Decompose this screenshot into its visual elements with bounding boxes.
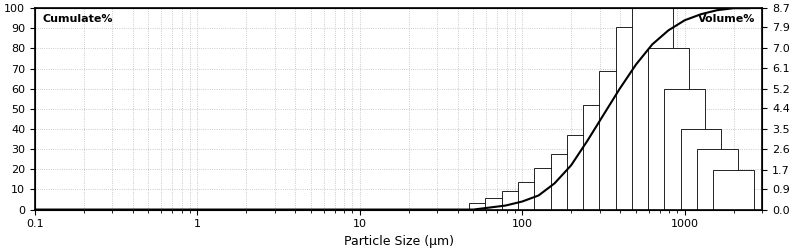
Bar	[583, 105, 624, 210]
Bar	[599, 71, 640, 210]
Bar	[567, 136, 607, 210]
Bar	[518, 182, 559, 210]
Text: Volume%: Volume%	[698, 14, 755, 24]
Bar	[615, 27, 657, 210]
Bar	[485, 198, 526, 210]
Bar	[502, 191, 542, 210]
Bar	[632, 8, 673, 210]
Bar	[665, 89, 705, 210]
Text: Cumulate%: Cumulate%	[42, 14, 113, 24]
X-axis label: Particle Size (μm): Particle Size (μm)	[344, 235, 453, 248]
Bar	[469, 203, 510, 210]
Bar	[697, 149, 738, 210]
Bar	[680, 129, 721, 210]
Bar	[648, 48, 688, 210]
Bar	[551, 154, 592, 210]
Bar	[534, 168, 575, 210]
Bar	[713, 170, 754, 210]
